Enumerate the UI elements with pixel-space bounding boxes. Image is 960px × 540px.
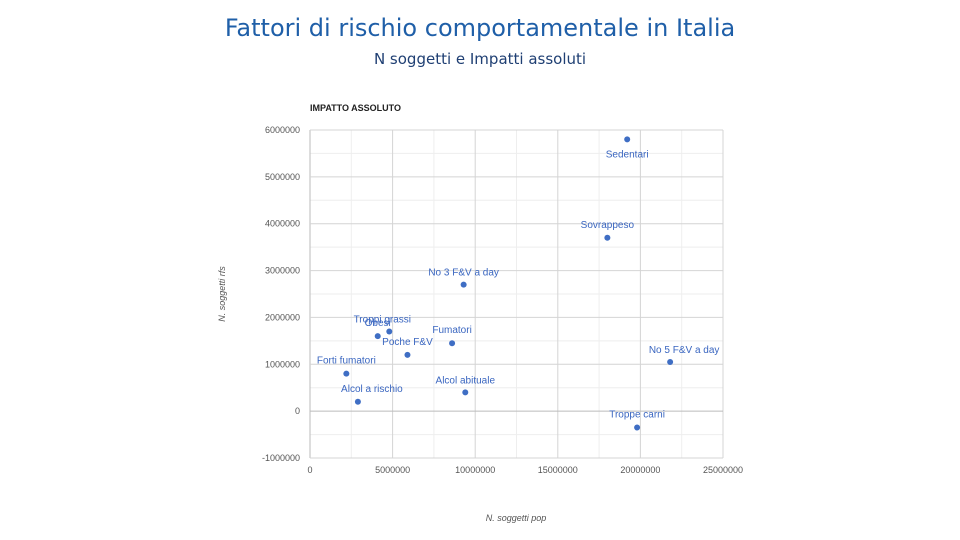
scatter-point (404, 352, 410, 358)
scatter-point (375, 333, 381, 339)
point-label: Alcol abituale (436, 375, 496, 386)
chart-ticks: 0 5000000 10000000 15000000 20000000 25000000… (262, 125, 743, 475)
scatter-point (624, 136, 630, 142)
scatter-point (634, 425, 640, 431)
x-tick-label: 25000000 (703, 465, 743, 475)
point-label: No 5 F&V a day (649, 345, 720, 356)
scatter-point (343, 371, 349, 377)
y-tick-label: 0 (295, 406, 300, 416)
x-tick-label: 0 (307, 465, 312, 475)
point-label: Troppe carni (609, 410, 665, 421)
x-tick-label: 15000000 (538, 465, 578, 475)
y-tick-label: 4000000 (265, 219, 300, 229)
point-label: Sedentari (606, 149, 649, 160)
y-tick-label: 5000000 (265, 172, 300, 182)
chart-title: IMPATTO ASSOLUTO (310, 103, 401, 113)
point-label: No 3 F&V a day (428, 268, 499, 279)
scatter-point (667, 359, 673, 365)
y-tick-label: 1000000 (265, 359, 300, 369)
scatter-point (462, 389, 468, 395)
x-axis-label: N. soggetti pop (486, 513, 547, 523)
y-axis-label: N. soggetti rfs (217, 266, 227, 322)
x-tick-label: 5000000 (375, 465, 410, 475)
x-tick-label: 10000000 (455, 465, 495, 475)
y-tick-label: 3000000 (265, 266, 300, 276)
y-tick-label: -1000000 (262, 453, 300, 463)
x-tick-label: 20000000 (620, 465, 660, 475)
point-label: Alcol a rischio (341, 384, 403, 395)
scatter-point (604, 235, 610, 241)
y-tick-label: 6000000 (265, 125, 300, 135)
scatter-point (461, 282, 467, 288)
y-tick-label: 2000000 (265, 312, 300, 322)
point-label: Poche F&V (382, 337, 433, 348)
point-label: Sovrappeso (581, 220, 635, 231)
point-label: Fumatori (432, 325, 471, 336)
scatter-point (386, 328, 392, 334)
point-label: Obesi (365, 318, 391, 329)
scatter-point (449, 340, 455, 346)
point-label: Forti fumatori (317, 356, 376, 367)
scatter-point (355, 399, 361, 405)
